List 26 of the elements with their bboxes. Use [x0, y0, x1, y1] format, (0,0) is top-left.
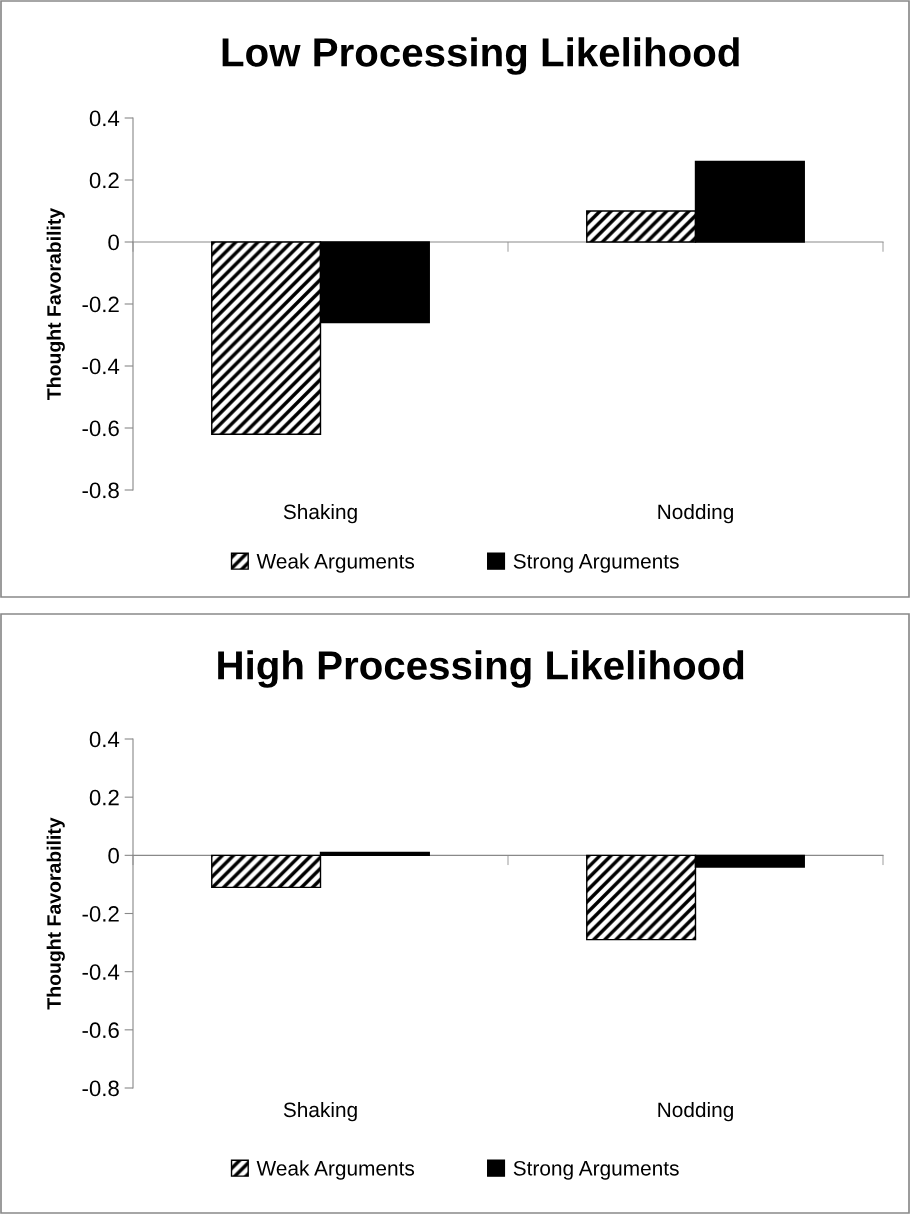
chart-title: Low Processing Likelihood — [222, 37, 739, 75]
y-tick-label: 0.4 — [89, 110, 120, 127]
y-axis-title: Thought Favorability — [46, 207, 65, 400]
legend-label: Weak Arguments — [256, 553, 415, 573]
x-tick-label: Shaking — [283, 1101, 357, 1122]
legend-label: Strong Arguments — [513, 553, 679, 573]
y-tick-label: 0 — [108, 847, 119, 864]
y-tick-label: 0 — [108, 234, 119, 251]
y-tick-label: 0.2 — [89, 172, 119, 189]
legend-label: Weak Arguments — [256, 1160, 415, 1180]
x-tick-label: Shaking — [283, 503, 357, 524]
y-tick-label: -0.8 — [82, 482, 119, 499]
x-tick-label: Nodding — [658, 503, 733, 524]
y-tick-label: -0.6 — [82, 420, 119, 437]
y-tick-label: -0.6 — [82, 1022, 119, 1039]
y-tick-label: -0.4 — [82, 358, 120, 375]
y-tick-label: -0.2 — [82, 906, 119, 922]
y-tick-label: -0.2 — [82, 296, 119, 313]
y-tick-label: 0.4 — [89, 731, 120, 748]
y-axis-title: Thought Favorability — [46, 817, 65, 1010]
chart-title: High Processing Likelihood — [218, 650, 744, 688]
x-tick-label: Nodding — [658, 1101, 733, 1122]
y-tick-label: 0.2 — [89, 789, 119, 806]
y-tick-label: -0.4 — [82, 964, 120, 980]
y-tick-label: -0.8 — [82, 1080, 119, 1097]
legend-label: Strong Arguments — [513, 1160, 679, 1180]
